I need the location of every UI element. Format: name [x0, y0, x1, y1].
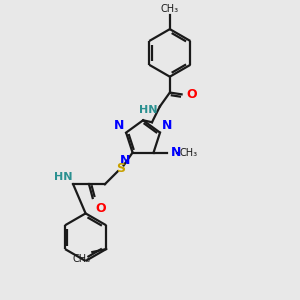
Text: O: O: [95, 202, 106, 215]
Text: S: S: [116, 162, 125, 175]
Text: O: O: [187, 88, 197, 101]
Text: N: N: [162, 118, 172, 132]
Text: CH₃: CH₃: [72, 254, 90, 264]
Text: N: N: [114, 118, 124, 132]
Text: CH₃: CH₃: [161, 4, 179, 14]
Text: N: N: [120, 154, 130, 166]
Text: N: N: [170, 146, 181, 159]
Text: HN: HN: [54, 172, 72, 182]
Text: CH₃: CH₃: [179, 148, 197, 158]
Text: HN: HN: [140, 105, 158, 116]
